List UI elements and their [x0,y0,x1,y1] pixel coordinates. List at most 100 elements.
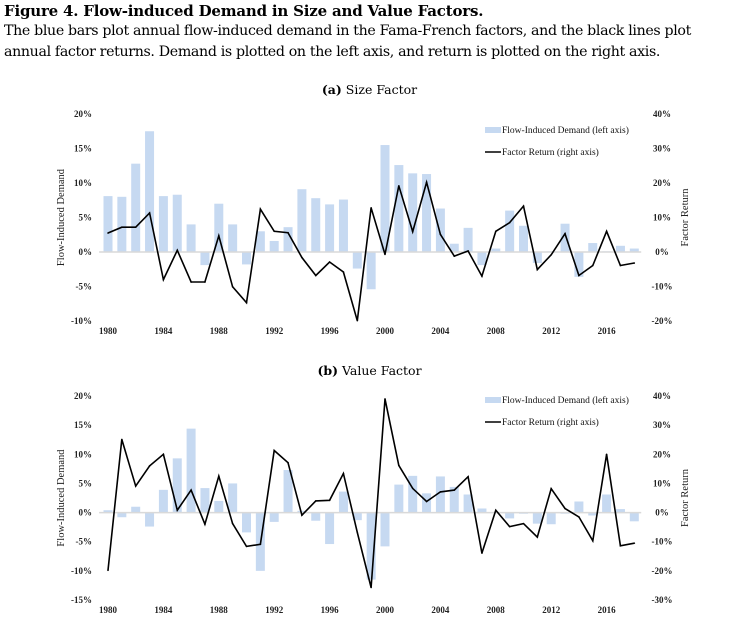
factor-return-point [370,207,372,209]
demand-bar [463,494,473,513]
right-y-tick-label: 20% [653,178,671,188]
chart-panel-value: 20% 15% 10% 5% 0% -5% -10% -15% 40% 30% 20% 10% 0% -1… [56,391,691,615]
factor-return-point [245,545,248,548]
factor-return-point [536,268,539,271]
demand-bar [103,510,113,513]
demand-bar [491,248,501,252]
left-y-tick-label: 20% [74,391,92,401]
demand-bar [228,483,238,513]
x-tick-label: 2000 [376,605,395,615]
factor-return-point [564,507,566,510]
demand-bar [394,484,404,513]
demand-bar [477,252,487,266]
x-tick-label: 1996 [321,605,340,615]
demand-bar [117,512,127,518]
right-axis-title: Factor Return [680,188,691,247]
demand-bar [532,252,542,264]
factor-return-point [481,552,483,554]
demand-bar [519,225,528,252]
factor-return-point [591,540,594,542]
demand-bar [186,224,196,252]
demand-bar [394,165,404,252]
left-y-tick-label: 15% [74,144,92,154]
demand-bar [338,199,348,252]
right-y-tick-label: -10% [652,537,673,547]
x-tick-label: 1988 [210,326,229,336]
factor-return-point [342,472,345,475]
factor-return-point [190,489,192,491]
demand-bar [588,512,598,516]
legend-line-label: Factor Return (right axis) [502,417,599,428]
factor-return-point [411,487,414,490]
legend-bar-swatch [485,397,501,403]
demand-bar [158,196,168,252]
factor-return-point [273,230,276,233]
x-tick-label: 2004 [431,605,450,615]
demand-bar [546,512,556,525]
demand-bar [560,223,570,252]
factor-return-point [439,233,442,236]
demand-bar [408,475,418,513]
demand-bar [158,489,168,513]
demand-bar [352,252,362,269]
factor-return-point [328,499,331,502]
demand-bar [505,210,515,252]
demand-bar [422,174,432,252]
demand-bar [214,500,224,513]
right-y-tick-label: -30% [652,595,673,605]
demand-bar [435,208,445,252]
right-y-tick-label: -20% [652,316,673,326]
factor-return-point [453,255,456,257]
left-y-tick-label: 5% [79,213,93,223]
demand-bar [242,252,251,265]
chart-legend: Flow-Induced Demand (left axis) Factor Re… [485,395,629,428]
factor-return-point [495,230,497,233]
panel-b-title: (b) Value Factor [0,363,739,378]
panel-b-label: (b) [317,363,339,378]
demand-bar [131,506,141,513]
demand-bar [145,131,155,252]
demand-bar [449,243,459,252]
factor-return-point [411,230,414,233]
factor-return-point [370,586,372,589]
factor-return-point [148,465,151,467]
factor-return-point [384,253,386,256]
demand-bar [588,243,598,252]
factor-return-point [550,487,552,490]
demand-bar [380,145,390,252]
left-y-tick-label: 10% [74,449,92,459]
x-tick-label: 1992 [265,326,284,336]
demand-bar [338,491,348,513]
factor-return-point [218,234,220,237]
factor-return-point [134,226,137,228]
factor-return-point [314,500,317,502]
x-tick-label: 2008 [487,605,506,615]
left-y-tick-label: 0% [79,247,93,257]
x-tick-label: 2008 [487,326,506,336]
demand-bar [255,231,265,252]
demand-bar [269,240,279,252]
x-tick-label: 2000 [376,326,395,336]
demand-bar [131,163,141,252]
x-tick-label: 1988 [210,605,229,615]
factor-return-point [121,438,123,441]
demand-bar [214,203,224,252]
factor-return-point [314,274,317,277]
figure-caption: The blue bars plot annual flow-induced d… [4,23,691,60]
factor-return-point [550,253,552,256]
factor-return-point [121,226,123,228]
demand-bar [602,494,612,513]
factor-return-point [287,231,289,234]
demand-bar [283,227,293,252]
factor-return-point [467,250,469,252]
demand-bar [103,196,113,252]
demand-bar [366,252,376,290]
x-tick-label: 1992 [265,605,284,615]
factor-return-point [148,212,151,214]
demand-bar [200,252,210,266]
demand-bar [311,198,321,252]
left-axis-title: Flow-Induced Demand [56,168,67,266]
factor-return-point [591,264,594,267]
demand-bar [477,508,487,513]
